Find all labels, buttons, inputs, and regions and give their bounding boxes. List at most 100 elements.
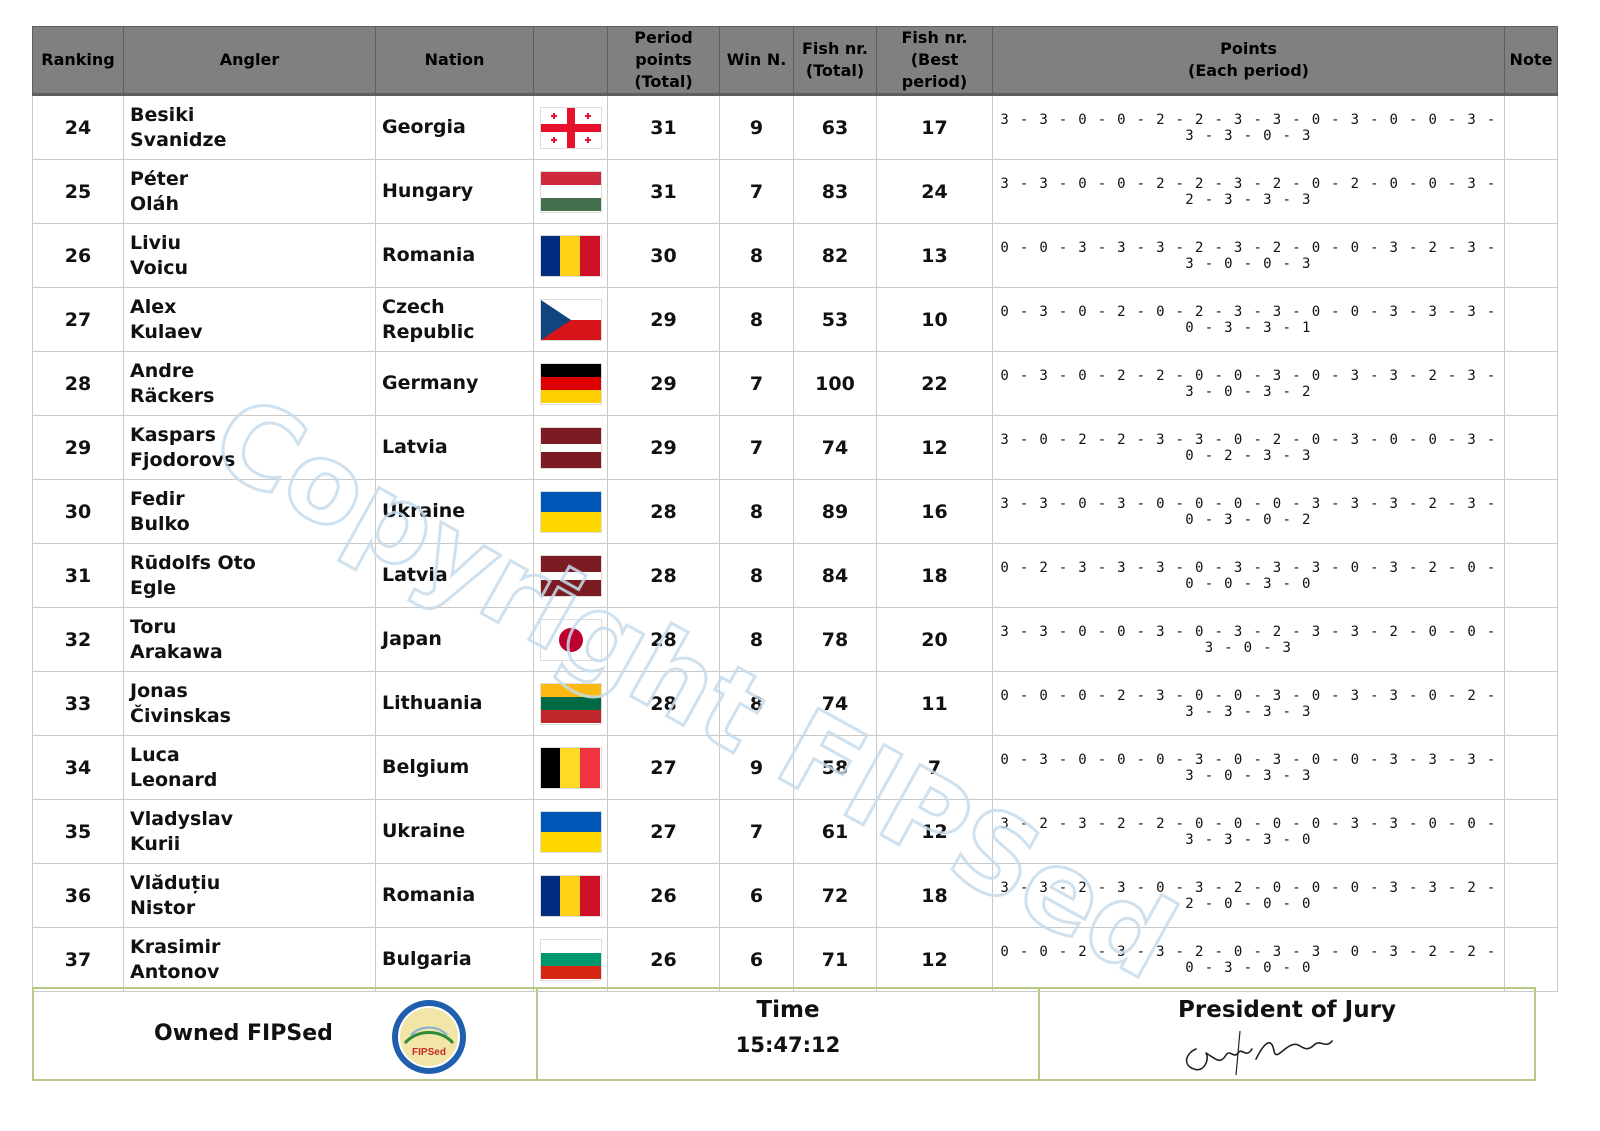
nation-name: Belgium: [382, 756, 470, 778]
flag-cell: [533, 479, 608, 544]
fish-total-cell: 78: [793, 607, 877, 672]
ukraine-flag-icon: [540, 491, 601, 532]
fish-total-cell: 89: [793, 479, 877, 544]
angler-last-name: Räckers: [130, 384, 215, 407]
angler-cell: Rūdolfs Oto Egle: [123, 543, 376, 608]
flag-cell: [533, 863, 608, 928]
flag-cell: [533, 735, 608, 800]
period-points-cell: 28: [607, 543, 720, 608]
header-points-line2: (Each period): [1188, 61, 1309, 80]
nation-cell: Japan: [375, 607, 534, 672]
nation-cell: Latvia: [375, 415, 534, 480]
ranking-cell: 36: [32, 863, 124, 928]
angler-last-name: Egle: [130, 576, 176, 599]
angler-last-name: Bulko: [130, 512, 190, 535]
note-cell: [1504, 607, 1558, 672]
fish-total-cell: 61: [793, 799, 877, 864]
ranking-cell: 29: [32, 415, 124, 480]
period-points-cell: 31: [607, 94, 720, 160]
germany-flag-icon: [540, 363, 601, 404]
nation-name: Lithuania: [382, 692, 483, 714]
georgia-flag-icon: [540, 107, 601, 148]
points-cell: 0 - 0 - 3 - 3 - 3 - 2 - 3 - 2 - 0 - 0 - …: [992, 223, 1505, 288]
nation-name: Romania: [382, 244, 476, 266]
table-row: 32 Toru Arakawa Japan 28 8 78 20 3 - 3 - 0 - 0 -…: [32, 607, 1558, 672]
win-cell: 8: [719, 287, 794, 352]
angler-first-name: Rūdolfs Oto: [130, 551, 256, 574]
nation-name: Georgia: [382, 116, 466, 138]
nation-cell: Romania: [375, 863, 534, 928]
note-cell: [1504, 415, 1558, 480]
nation-cell: Ukraine: [375, 799, 534, 864]
header-note: Note: [1504, 26, 1558, 96]
table-row: 36 Vlăduțiu Nistor Romania 26 6 72 18 3 - 3 - 2 …: [32, 863, 1558, 928]
results-body: 24 Besiki Svanidze Georgia 31 9 63 17 3 - 3 - 0 …: [32, 94, 1558, 992]
japan-flag-icon: [540, 619, 601, 660]
note-cell: [1504, 287, 1558, 352]
ranking-cell: 34: [32, 735, 124, 800]
header-period-points-line1: Period points: [634, 28, 693, 69]
fipsed-logo-icon: FIPSed: [392, 1000, 466, 1074]
period-points-cell: 26: [607, 863, 720, 928]
angler-first-name: Vladyslav: [130, 807, 234, 830]
angler-cell: Vlăduțiu Nistor: [123, 863, 376, 928]
flag-cell: [533, 607, 608, 672]
fish-best-cell: 22: [876, 351, 993, 416]
nation-cell: Germany: [375, 351, 534, 416]
fish-total-cell: 83: [793, 159, 877, 224]
header-points-line1: Points: [1220, 39, 1277, 58]
header-period-points-line2: (Total): [634, 72, 693, 91]
fish-best-cell: 12: [876, 415, 993, 480]
fish-best-cell: 20: [876, 607, 993, 672]
header-row: Ranking Angler Nation Period points (Tota…: [32, 26, 1558, 96]
ranking-cell: 25: [32, 159, 124, 224]
nation-cell: Romania: [375, 223, 534, 288]
angler-first-name: Toru: [130, 615, 177, 638]
header-period-points: Period points (Total): [607, 26, 720, 96]
angler-cell: Péter Oláh: [123, 159, 376, 224]
ranking-cell: 31: [32, 543, 124, 608]
table-row: 29 Kaspars Fjodorovs Latvia 29 7 74 12 3 - 0 - 2…: [32, 415, 1558, 480]
table-row: 35 Vladyslav Kurii Ukraine 27 7 61 12 3 - 2 - 3 …: [32, 799, 1558, 864]
win-cell: 9: [719, 735, 794, 800]
fish-total-cell: 63: [793, 94, 877, 160]
fish-best-cell: 18: [876, 543, 993, 608]
flag-cell: [533, 415, 608, 480]
nation-name: Japan: [382, 628, 442, 650]
fish-total-cell: 71: [793, 927, 877, 992]
table-row: 37 Krasimir Antonov Bulgaria 26 6 71 12 0 - 0 - …: [32, 927, 1558, 992]
fish-total-cell: 74: [793, 671, 877, 736]
angler-cell: Liviu Voicu: [123, 223, 376, 288]
table-row: 30 Fedir Bulko Ukraine 28 8 89 16 3 - 3 - 0 - 3 …: [32, 479, 1558, 544]
nation-cell: Czech Republic: [375, 287, 534, 352]
angler-first-name: Besiki: [130, 103, 195, 126]
period-points-cell: 28: [607, 607, 720, 672]
flag-cell: [533, 159, 608, 224]
note-cell: [1504, 799, 1558, 864]
period-points-cell: 29: [607, 351, 720, 416]
win-cell: 7: [719, 159, 794, 224]
flag-cell: [533, 543, 608, 608]
points-cell: 0 - 3 - 0 - 2 - 2 - 0 - 0 - 3 - 0 - 3 - …: [992, 351, 1505, 416]
period-points-cell: 28: [607, 479, 720, 544]
fish-best-cell: 18: [876, 863, 993, 928]
angler-cell: Fedir Bulko: [123, 479, 376, 544]
nation-name: Latvia: [382, 436, 448, 458]
time-cell: Time 15:47:12: [536, 989, 1038, 1079]
angler-last-name: Nistor: [130, 896, 196, 919]
header-flag: [533, 26, 608, 96]
win-cell: 9: [719, 94, 794, 160]
note-cell: [1504, 159, 1558, 224]
angler-last-name: Antonov: [130, 960, 220, 983]
header-fish-total: Fish nr. (Total): [793, 26, 877, 96]
note-cell: [1504, 351, 1558, 416]
fish-best-cell: 11: [876, 671, 993, 736]
period-points-cell: 30: [607, 223, 720, 288]
angler-first-name: Liviu: [130, 231, 182, 254]
note-cell: [1504, 543, 1558, 608]
flag-cell: [533, 351, 608, 416]
period-points-cell: 29: [607, 287, 720, 352]
angler-first-name: Vlăduțiu: [130, 871, 221, 894]
angler-cell: Alex Kulaev: [123, 287, 376, 352]
header-angler: Angler: [123, 26, 376, 96]
